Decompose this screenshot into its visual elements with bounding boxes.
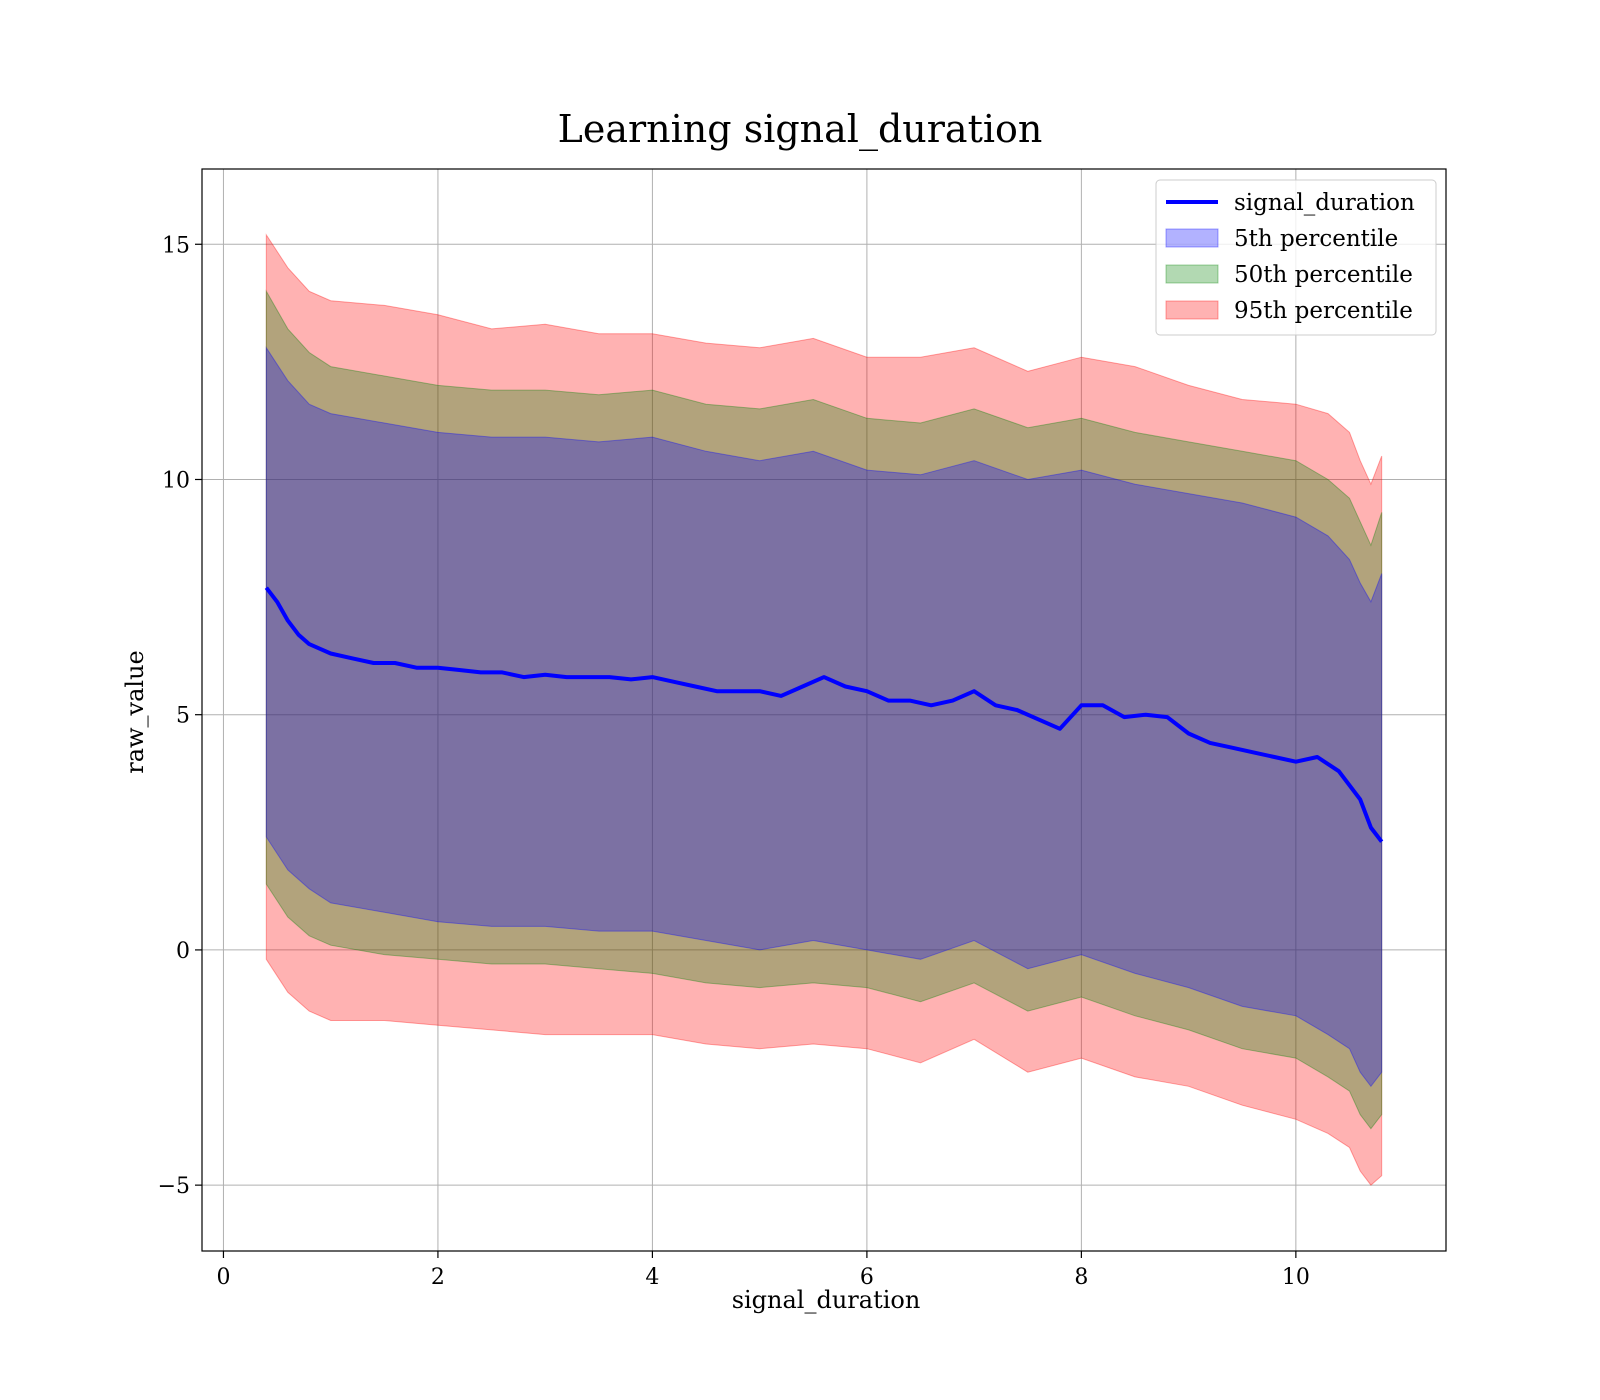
series-group xyxy=(264,233,1384,1186)
legend-swatch-5th-percentile xyxy=(1165,228,1219,248)
band-95th-percentile xyxy=(265,233,1383,1186)
axes-background xyxy=(202,169,1446,1251)
band-50th-percentile xyxy=(265,289,1383,1130)
band-5th-percentile xyxy=(265,346,1383,1088)
plot-area: 0 2 4 6 8 10 −5 0 5 10 15 xyxy=(158,168,1447,1290)
x-tick-label: 0 xyxy=(216,1265,230,1290)
legend-box xyxy=(1155,179,1437,336)
y-tick-label: −5 xyxy=(158,1174,190,1199)
y-tick-label: 10 xyxy=(162,468,190,493)
series-line-signal-duration xyxy=(264,586,1384,843)
chart-title: Learning signal_duration xyxy=(558,107,1043,152)
legend-label-50th-percentile: 50th percentile xyxy=(1234,262,1413,288)
x-tick-label: 4 xyxy=(645,1265,659,1290)
legend-swatch-50th-percentile xyxy=(1165,264,1219,284)
y-tick-label: 15 xyxy=(162,233,190,258)
legend: signal_duration 5th percentile 50th percen… xyxy=(1155,179,1437,336)
x-tick-label: 8 xyxy=(1074,1265,1088,1290)
x-tick-label: 10 xyxy=(1282,1265,1310,1290)
legend-label-5th-percentile: 5th percentile xyxy=(1234,226,1398,252)
grid xyxy=(202,169,1446,1251)
y-tick-label: 0 xyxy=(176,939,190,964)
y-axis-label: raw_value xyxy=(121,650,149,774)
legend-swatch-95th-percentile xyxy=(1165,300,1219,320)
ticks: 0 2 4 6 8 10 −5 0 5 10 15 xyxy=(158,233,1310,1290)
y-tick-label: 5 xyxy=(176,704,190,729)
x-tick-label: 6 xyxy=(860,1265,874,1290)
legend-label-signal-duration: signal_duration xyxy=(1234,190,1415,216)
x-axis-label: signal_duration xyxy=(732,1286,921,1314)
legend-label-95th-percentile: 95th percentile xyxy=(1234,298,1413,324)
axes-frame xyxy=(201,168,1447,1252)
x-tick-label: 2 xyxy=(431,1265,445,1290)
